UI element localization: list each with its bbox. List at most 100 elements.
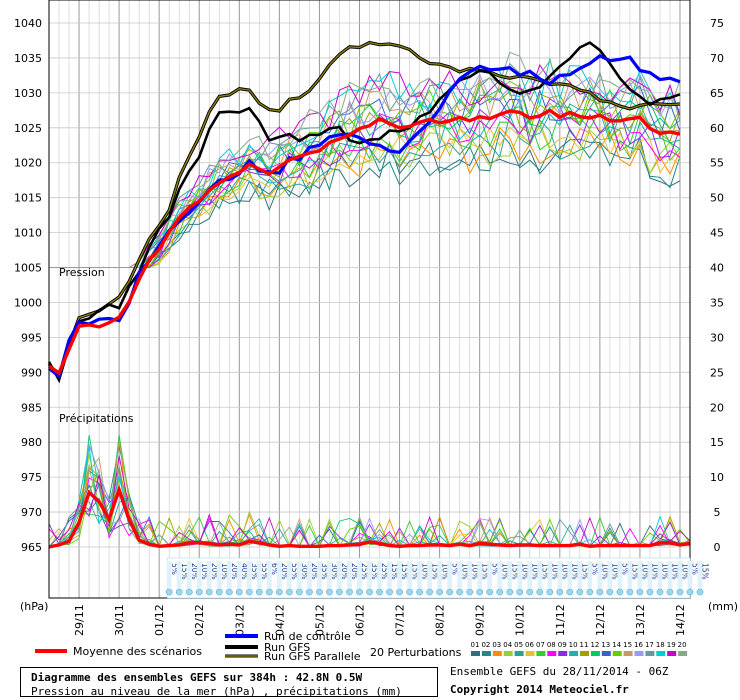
probability-cell xyxy=(537,561,543,588)
date-label: 10/12 xyxy=(514,604,527,636)
perturbation-line-17 xyxy=(49,62,681,268)
left-tick-label: 970 xyxy=(21,506,42,519)
perturbation-swatch xyxy=(612,651,622,656)
perturbation-number: 06 xyxy=(525,641,534,649)
probability-label: 10% xyxy=(561,563,570,580)
probability-cell xyxy=(226,561,232,588)
perturbation-swatch xyxy=(590,651,600,656)
perturbation-line-6 xyxy=(49,120,681,268)
perturbation-number: 15 xyxy=(623,641,632,649)
copyright: Copyright 2014 Meteociel.fr xyxy=(450,683,629,696)
perturbation-line-3 xyxy=(49,126,681,268)
probability-label: 10% xyxy=(661,563,670,580)
date-label: 11/12 xyxy=(554,604,567,636)
probability-label: 5% xyxy=(490,563,499,575)
probability-label: 30% xyxy=(330,563,339,580)
probability-dot xyxy=(576,588,584,596)
left-tick-label: 995 xyxy=(21,331,42,344)
left-tick-label: 975 xyxy=(21,471,42,484)
perturbation-swatch xyxy=(645,651,655,656)
perturbation-swatch xyxy=(580,651,589,656)
probability-dot xyxy=(195,588,203,596)
probability-cell xyxy=(447,561,453,588)
perturbation-line-20 xyxy=(49,51,681,268)
probability-label: 15% xyxy=(430,563,439,580)
probability-dot xyxy=(626,588,634,596)
probability-dot xyxy=(686,588,694,596)
perturbation-number: 01 xyxy=(471,641,480,649)
probability-dot xyxy=(185,588,193,596)
probability-label: 10% xyxy=(571,563,580,580)
perturbation-number: 20 xyxy=(678,641,687,649)
probability-dot xyxy=(165,588,173,596)
probability-dot xyxy=(466,588,474,596)
right-tick-label: 15 xyxy=(710,436,724,449)
probability-cell xyxy=(216,561,222,588)
perturbation-number: 14 xyxy=(612,641,621,649)
right-tick-label: 40 xyxy=(710,262,724,275)
probability-label: 35% xyxy=(370,563,379,580)
probability-cell xyxy=(367,561,372,588)
right-tick-label: 60 xyxy=(710,122,724,135)
perturbation-swatch xyxy=(547,651,557,656)
probability-dot xyxy=(606,588,614,596)
legend-control-label: Run de contrôle xyxy=(264,630,351,643)
left-tick-label: 1040 xyxy=(14,17,42,30)
left-tick-label: 1020 xyxy=(14,157,42,170)
probability-cell xyxy=(687,561,693,588)
probability-dot xyxy=(276,588,283,596)
probability-label: 30% xyxy=(300,563,309,580)
probability-label: 15% xyxy=(510,563,519,580)
right-tick-label: 50 xyxy=(710,192,724,205)
probability-label: 15% xyxy=(410,563,419,580)
left-tick-label: 965 xyxy=(21,541,42,554)
probability-dot xyxy=(286,588,293,596)
probability-dot xyxy=(265,588,273,596)
probability-label: 20% xyxy=(340,563,349,580)
probability-dot xyxy=(436,588,443,596)
perturbation-number: 11 xyxy=(580,641,589,649)
left-tick-label: 1005 xyxy=(14,262,42,275)
right-tick-label: 55 xyxy=(710,157,724,170)
perturbation-line-16 xyxy=(49,73,681,268)
gfs-parallel-line xyxy=(48,41,681,378)
probability-label: 15% xyxy=(400,563,409,580)
probability-cell xyxy=(527,561,533,588)
perturbation-number: 09 xyxy=(558,641,567,649)
probability-label: 35% xyxy=(250,563,259,580)
probability-cell xyxy=(266,561,272,588)
right-tick-label: 30 xyxy=(710,331,724,344)
legend-mean-label: Moyenne des scénarios xyxy=(73,645,202,658)
probability-label: 55% xyxy=(290,563,299,580)
perturbation-line-10 xyxy=(49,97,681,268)
probability-cell xyxy=(637,561,643,588)
probability-cell xyxy=(397,561,402,588)
probability-cell xyxy=(357,561,362,588)
probability-cell xyxy=(327,561,332,588)
probability-dot xyxy=(416,588,423,596)
probability-cell xyxy=(467,561,473,588)
left-tick-label: 980 xyxy=(21,436,42,449)
probability-cell xyxy=(246,561,252,588)
probability-cell xyxy=(196,561,202,588)
probability-dot xyxy=(516,588,524,596)
probability-label: 15% xyxy=(701,563,710,580)
probability-label: 20% xyxy=(280,563,289,580)
date-labels: 29/11 30/11 01/12 02/12 03/12 04/12 05/12 06/12… xyxy=(73,604,687,636)
perturbation-swatch xyxy=(656,651,666,656)
probability-label: 10% xyxy=(671,563,680,580)
probability-cell xyxy=(517,561,523,588)
left-tick-label: 1010 xyxy=(14,227,42,240)
probability-cell xyxy=(347,561,352,588)
probability-cell xyxy=(206,561,212,588)
probability-cell xyxy=(256,561,262,588)
left-axis-unit: (hPa) xyxy=(20,600,48,613)
probability-dot xyxy=(225,588,233,596)
date-label: 13/12 xyxy=(634,604,647,636)
probability-cell xyxy=(377,561,382,588)
date-label: 04/12 xyxy=(273,604,286,636)
probability-cell xyxy=(577,561,583,588)
probability-cell xyxy=(617,561,623,588)
probability-dot xyxy=(376,588,383,596)
perturbation-swatch xyxy=(678,651,688,656)
